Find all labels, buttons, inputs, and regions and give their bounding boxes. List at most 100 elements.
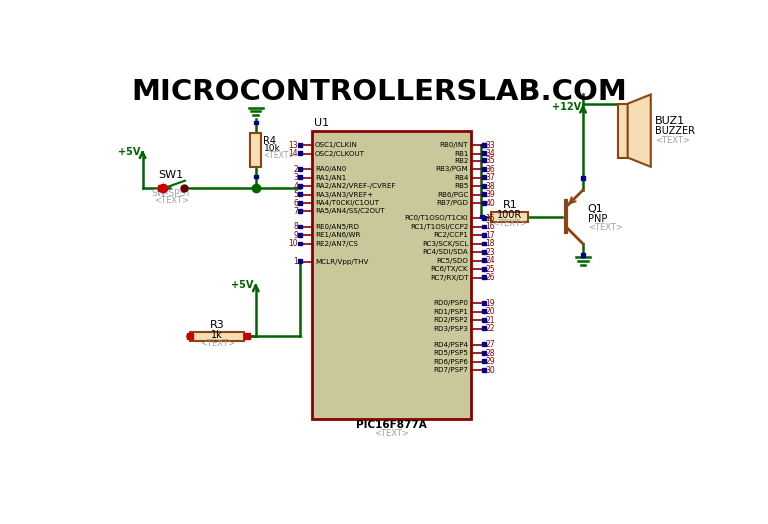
Bar [482, 342, 486, 346]
Text: 100R: 100R [497, 210, 522, 220]
Text: RC6/TX/CK: RC6/TX/CK [431, 266, 468, 272]
Text: 7: 7 [293, 207, 298, 216]
Text: +5V: +5V [231, 280, 253, 290]
Text: RC7/RX/DT: RC7/RX/DT [430, 275, 468, 281]
Text: 33: 33 [485, 141, 495, 150]
Text: 29: 29 [485, 357, 495, 366]
Text: SW1: SW1 [158, 170, 184, 180]
Text: RB6/PGC: RB6/PGC [437, 192, 468, 198]
Text: 25: 25 [485, 265, 495, 274]
Bar [482, 151, 486, 155]
Bar [581, 253, 585, 257]
Text: RC5/SDO: RC5/SDO [436, 258, 468, 264]
Text: 6: 6 [293, 199, 298, 208]
Bar [482, 301, 486, 304]
Text: 34: 34 [485, 149, 495, 158]
Bar [244, 333, 250, 340]
Text: RC3/SCK/SCL: RC3/SCK/SCL [422, 241, 468, 247]
Bar [482, 258, 486, 263]
Bar [298, 184, 302, 188]
Text: 26: 26 [485, 273, 495, 282]
Text: RE1/AN6/WR: RE1/AN6/WR [315, 232, 360, 238]
Bar [482, 176, 486, 179]
Text: RB1: RB1 [454, 151, 468, 157]
Bar [482, 242, 486, 245]
Text: RC1/T1OSI/CCP2: RC1/T1OSI/CCP2 [410, 224, 468, 230]
Text: RD7/PSP7: RD7/PSP7 [433, 367, 468, 373]
Text: <TEXT>: <TEXT> [588, 223, 623, 232]
Text: <TEXT>: <TEXT> [654, 136, 690, 145]
Text: 3: 3 [293, 173, 298, 182]
Text: RB2: RB2 [454, 158, 468, 163]
Text: RE0/AN5/RD: RE0/AN5/RD [315, 224, 359, 230]
Text: <TEXT>: <TEXT> [492, 219, 528, 228]
Bar [190, 332, 244, 341]
Text: 10k: 10k [263, 145, 280, 154]
Bar [482, 276, 486, 279]
Text: <TEXT>: <TEXT> [154, 196, 188, 205]
Text: 4: 4 [293, 182, 298, 191]
Bar [482, 216, 486, 220]
Bar [298, 192, 302, 196]
Text: <TEXT>: <TEXT> [374, 429, 409, 438]
Text: OSC2/CLKOUT: OSC2/CLKOUT [315, 151, 365, 157]
Text: MCLR/Vpp/THV: MCLR/Vpp/THV [315, 258, 369, 265]
Bar [482, 225, 486, 228]
Text: RA1/AN1: RA1/AN1 [315, 174, 346, 181]
Text: 14: 14 [289, 149, 298, 158]
Text: U1: U1 [313, 118, 329, 128]
Bar [492, 212, 528, 222]
Text: BUZ1: BUZ1 [654, 116, 685, 126]
Text: 20: 20 [485, 307, 495, 316]
Text: BUZZER: BUZZER [654, 126, 694, 136]
Text: RD5/PSP5: RD5/PSP5 [433, 350, 468, 356]
Text: 37: 37 [485, 173, 495, 182]
Bar [482, 250, 486, 254]
Bar [482, 326, 486, 330]
Text: RC0/T1OSO/T1CKI: RC0/T1OSO/T1CKI [405, 215, 468, 222]
Text: 15: 15 [485, 214, 495, 223]
Text: 40: 40 [485, 199, 495, 208]
Bar [618, 104, 627, 158]
Text: 9: 9 [293, 231, 298, 240]
Text: RB4: RB4 [454, 174, 468, 181]
Bar [482, 158, 486, 162]
Text: MICROCONTROLLERSLAB.COM: MICROCONTROLLERSLAB.COM [131, 78, 627, 106]
Text: 39: 39 [485, 190, 495, 199]
Bar [482, 143, 486, 147]
Bar [482, 233, 486, 237]
Polygon shape [627, 94, 650, 167]
Bar [254, 121, 258, 125]
Bar [482, 184, 486, 188]
Text: +5V: +5V [118, 147, 141, 157]
Text: OSC1/CLKIN: OSC1/CLKIN [315, 143, 358, 148]
Bar [482, 351, 486, 355]
Bar [298, 151, 302, 155]
Text: 10: 10 [289, 239, 298, 248]
Text: RA0/AN0: RA0/AN0 [315, 166, 346, 172]
Text: 8: 8 [293, 222, 298, 232]
Text: R4: R4 [263, 136, 276, 147]
Text: RB3/PGM: RB3/PGM [435, 166, 468, 172]
Text: RD0/PSP0: RD0/PSP0 [433, 300, 468, 306]
Bar [482, 143, 486, 147]
Text: RA2/AN2/VREF-/CVREF: RA2/AN2/VREF-/CVREF [315, 183, 396, 189]
Bar [298, 201, 302, 204]
Text: 21: 21 [485, 315, 495, 324]
Text: <TEXT>: <TEXT> [263, 151, 295, 160]
Bar [298, 242, 302, 245]
Text: RD2/PSP2: RD2/PSP2 [433, 317, 468, 323]
Text: 35: 35 [485, 156, 495, 165]
Bar [581, 176, 585, 180]
Bar [480, 214, 484, 219]
Text: SW-SPST: SW-SPST [151, 189, 191, 198]
Bar [298, 259, 302, 263]
Text: 30: 30 [485, 366, 495, 375]
Text: R1: R1 [502, 200, 517, 211]
Bar [298, 225, 302, 228]
Text: 2: 2 [293, 165, 298, 173]
Bar [482, 309, 486, 313]
Text: PNP: PNP [588, 213, 607, 224]
Text: <TEXT>: <TEXT> [200, 339, 235, 348]
Bar [482, 318, 486, 322]
